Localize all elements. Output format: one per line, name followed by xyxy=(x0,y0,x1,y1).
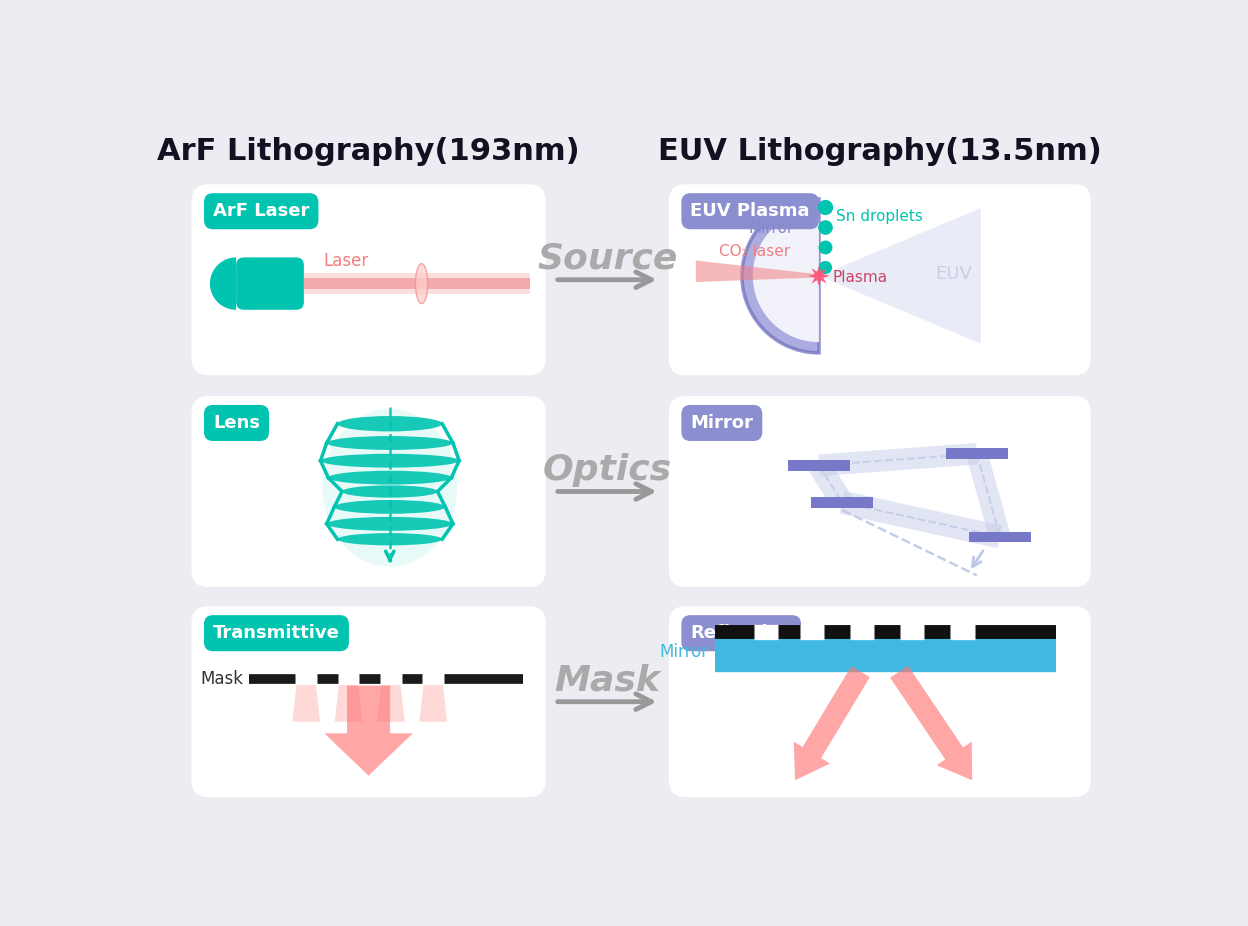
Text: Reflective: Reflective xyxy=(690,624,792,642)
FancyBboxPatch shape xyxy=(191,396,545,587)
Ellipse shape xyxy=(327,517,453,531)
FancyBboxPatch shape xyxy=(669,184,1091,375)
FancyBboxPatch shape xyxy=(191,184,545,375)
Text: EUV Plasma: EUV Plasma xyxy=(690,202,810,220)
Polygon shape xyxy=(210,257,236,310)
Polygon shape xyxy=(809,265,830,287)
Polygon shape xyxy=(890,666,972,781)
Polygon shape xyxy=(743,199,819,353)
Ellipse shape xyxy=(322,408,457,567)
Text: Transmittive: Transmittive xyxy=(213,624,339,642)
Polygon shape xyxy=(303,273,530,294)
Text: EUV Lithography(13.5nm): EUV Lithography(13.5nm) xyxy=(658,137,1102,166)
Ellipse shape xyxy=(337,533,442,545)
Polygon shape xyxy=(819,443,977,476)
Polygon shape xyxy=(811,497,872,507)
FancyBboxPatch shape xyxy=(669,607,1091,797)
Text: Mirror: Mirror xyxy=(690,414,754,432)
FancyBboxPatch shape xyxy=(669,396,1091,587)
Ellipse shape xyxy=(416,264,428,304)
Polygon shape xyxy=(946,448,1007,459)
Ellipse shape xyxy=(337,416,442,432)
Polygon shape xyxy=(292,681,319,721)
FancyBboxPatch shape xyxy=(191,607,545,797)
Polygon shape xyxy=(377,681,404,721)
Ellipse shape xyxy=(321,454,459,468)
Polygon shape xyxy=(324,685,413,776)
Polygon shape xyxy=(753,209,819,342)
Polygon shape xyxy=(966,451,1011,540)
Polygon shape xyxy=(696,260,819,282)
Text: Plasma: Plasma xyxy=(832,270,889,285)
Text: Mirror: Mirror xyxy=(749,220,794,235)
Text: CO₂ laser: CO₂ laser xyxy=(719,244,790,258)
Text: Mask: Mask xyxy=(554,663,660,697)
Polygon shape xyxy=(789,460,850,470)
Ellipse shape xyxy=(327,436,453,450)
Text: Lens: Lens xyxy=(213,414,260,432)
Text: ArF Lithography(193nm): ArF Lithography(193nm) xyxy=(157,137,580,166)
Polygon shape xyxy=(840,491,1002,548)
FancyBboxPatch shape xyxy=(236,257,303,310)
Polygon shape xyxy=(970,532,1031,543)
Text: Sn droplets: Sn droplets xyxy=(836,209,922,224)
Text: EUV: EUV xyxy=(935,265,972,282)
Text: Source: Source xyxy=(537,241,678,275)
Text: Optics: Optics xyxy=(543,453,671,487)
Polygon shape xyxy=(819,208,981,344)
Text: Mask: Mask xyxy=(200,670,243,688)
Polygon shape xyxy=(794,666,870,781)
Polygon shape xyxy=(419,681,447,721)
Polygon shape xyxy=(303,278,530,289)
Polygon shape xyxy=(334,681,362,721)
Text: Mirror: Mirror xyxy=(660,644,709,661)
Ellipse shape xyxy=(342,485,438,497)
Polygon shape xyxy=(809,459,852,508)
Ellipse shape xyxy=(328,470,452,484)
Text: Laser: Laser xyxy=(323,252,368,269)
Text: ArF Laser: ArF Laser xyxy=(213,202,310,220)
Ellipse shape xyxy=(334,500,446,514)
